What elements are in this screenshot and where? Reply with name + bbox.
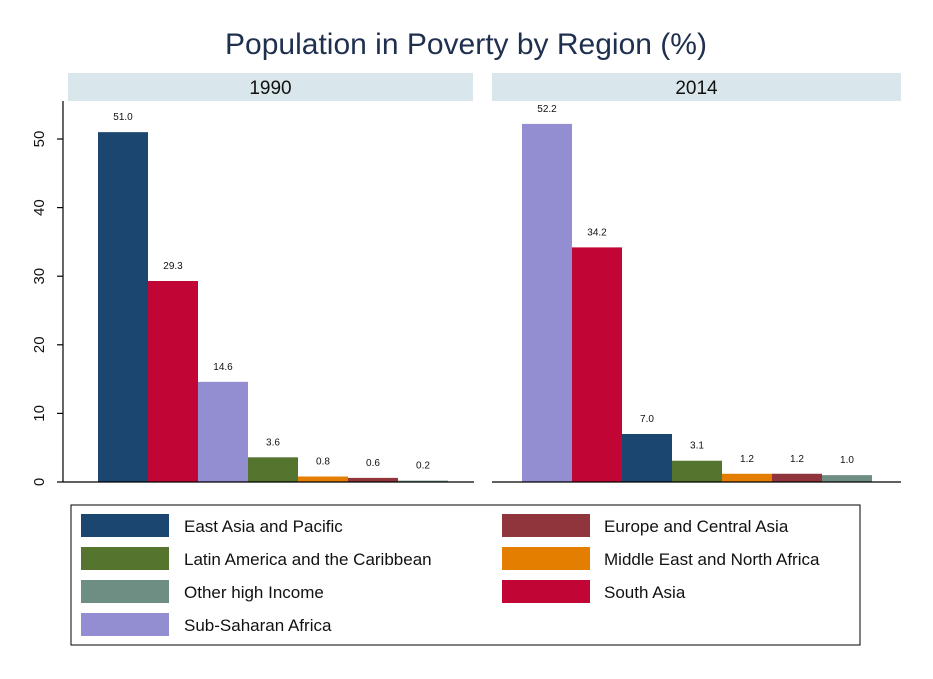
y-tick-label: 10: [31, 405, 48, 422]
y-tick-label: 30: [31, 268, 48, 285]
legend-swatch: [81, 580, 169, 603]
bar-other-high-income: [822, 475, 872, 482]
legend-swatch: [502, 580, 590, 603]
bar-east-asia-and-pacific: [98, 132, 148, 482]
bar-value-label: 0.6: [366, 458, 380, 469]
legend-item-other-high-income: Other high Income: [81, 580, 324, 603]
bar-value-label: 1.2: [790, 454, 804, 465]
legend-item-middle-east-and-north-africa: Middle East and North Africa: [502, 547, 820, 570]
legend-swatch: [502, 547, 590, 570]
bar-europe-and-central-asia: [348, 477, 398, 482]
legend-swatch: [81, 613, 169, 636]
bar-value-label: 51.0: [113, 112, 133, 123]
bar-value-label: 1.0: [840, 455, 854, 466]
bar-sub-saharan-africa: [198, 381, 248, 482]
bar-value-label: 52.2: [537, 104, 557, 115]
bar-east-asia-and-pacific: [622, 433, 672, 482]
legend-item-europe-and-central-asia: Europe and Central Asia: [502, 514, 789, 537]
y-tick-label: 50: [31, 131, 48, 148]
legend-label: Other high Income: [184, 583, 324, 602]
legend-label: Latin America and the Caribbean: [184, 550, 432, 569]
panel-header: [492, 73, 901, 101]
y-tick-label: 20: [31, 336, 48, 353]
legend-swatch: [81, 514, 169, 537]
bar-europe-and-central-asia: [772, 473, 822, 482]
legend-label: East Asia and Pacific: [184, 517, 343, 536]
legend: East Asia and Pacific Europe and Central …: [70, 504, 861, 646]
legend-label: Europe and Central Asia: [604, 517, 789, 536]
bar-value-label: 7.0: [640, 414, 654, 425]
legend-swatch: [81, 547, 169, 570]
legend-label: Sub-Saharan Africa: [184, 616, 332, 635]
panel-label: 1990: [249, 78, 291, 99]
bar-value-label: 1.2: [740, 454, 754, 465]
panel-1990: 1990 51.0 29.3 14.6 3.6 0.8 0.6 0.2: [63, 73, 474, 483]
legend-item-south-asia: South Asia: [502, 580, 686, 603]
bar-latin-america-and-the-caribbean: [672, 460, 722, 482]
panel-label: 2014: [675, 78, 718, 99]
legend-item-latin-america-and-the-caribbean: Latin America and the Caribbean: [81, 547, 432, 570]
bar-other-high-income: [398, 480, 448, 482]
legend-item-sub-saharan-africa: Sub-Saharan Africa: [81, 613, 332, 636]
bar-value-label: 29.3: [163, 261, 183, 272]
bar-value-label: 14.6: [213, 362, 233, 373]
bar-sub-saharan-africa: [522, 123, 572, 483]
y-axis: 0 10 20 30 40 50: [31, 101, 64, 486]
bar-middle-east-and-north-africa: [722, 473, 772, 482]
y-tick-label: 0: [31, 478, 48, 486]
bar-middle-east-and-north-africa: [298, 476, 348, 482]
y-tick-label: 40: [31, 199, 48, 216]
chart-title: Population in Poverty by Region (%): [225, 28, 707, 61]
legend-label: South Asia: [604, 583, 686, 602]
bar-south-asia: [572, 247, 622, 482]
bar-south-asia: [148, 281, 198, 482]
chart-panels: 1990 51.0 29.3 14.6 3.6 0.8 0.6 0.2 2014 52.2 34.2…: [63, 73, 901, 483]
panel-header: [68, 73, 473, 101]
bar-value-label: 3.1: [690, 441, 704, 452]
bar-value-label: 34.2: [587, 227, 607, 238]
panel-2014: 2014 52.2 34.2 7.0 3.1 1.2 1.2 1.0: [492, 73, 901, 483]
bar-value-label: 0.2: [416, 461, 430, 472]
bar-latin-america-and-the-caribbean: [248, 457, 298, 482]
legend-box: [70, 504, 861, 646]
bar-value-label: 3.6: [266, 437, 280, 448]
legend-label: Middle East and North Africa: [604, 550, 820, 569]
legend-item-east-asia-and-pacific: East Asia and Pacific: [81, 514, 343, 537]
legend-swatch: [502, 514, 590, 537]
bar-value-label: 0.8: [316, 457, 330, 468]
